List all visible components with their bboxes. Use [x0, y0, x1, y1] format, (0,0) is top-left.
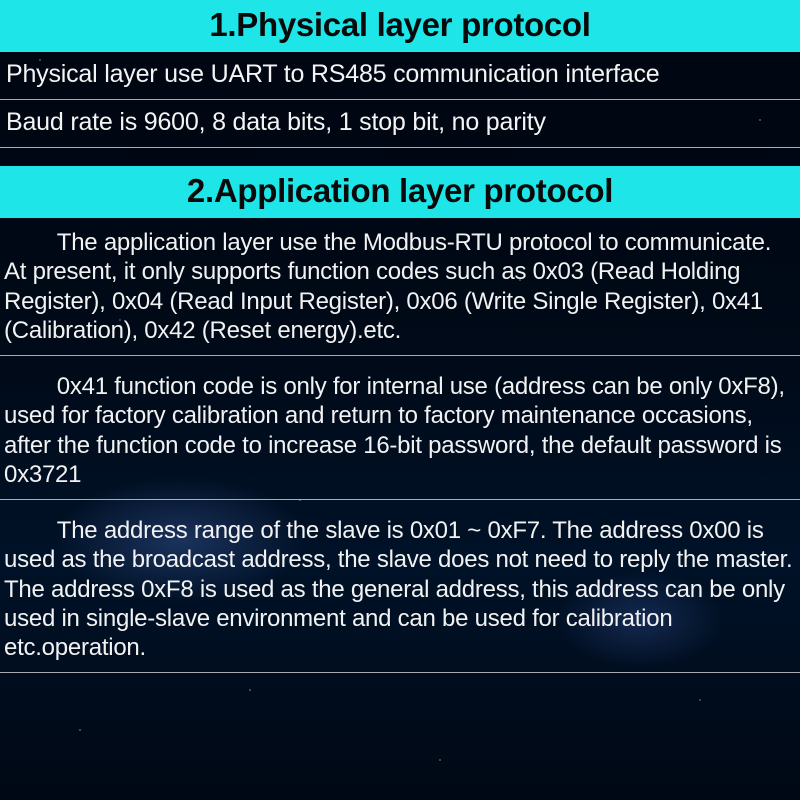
spacer — [0, 148, 800, 166]
spacer — [0, 356, 800, 364]
divider — [0, 355, 800, 356]
section-1-row-2: Baud rate is 9600, 8 data bits, 1 stop b… — [0, 100, 800, 147]
divider — [0, 499, 800, 500]
divider — [0, 672, 800, 673]
divider — [0, 147, 800, 148]
section-1-row-1: Physical layer use UART to RS485 communi… — [0, 52, 800, 99]
spacer — [0, 500, 800, 508]
section-2-paragraph-3: The address range of the slave is 0x01 ~… — [0, 508, 800, 672]
section-2-paragraph-2: 0x41 function code is only for internal … — [0, 364, 800, 499]
section-1-header: 1.Physical layer protocol — [0, 0, 800, 52]
section-2-paragraph-1: The application layer use the Modbus-RTU… — [0, 220, 800, 355]
document-content: 1.Physical layer protocol Physical layer… — [0, 0, 800, 673]
divider — [0, 99, 800, 100]
section-2-header: 2.Application layer protocol — [0, 166, 800, 218]
